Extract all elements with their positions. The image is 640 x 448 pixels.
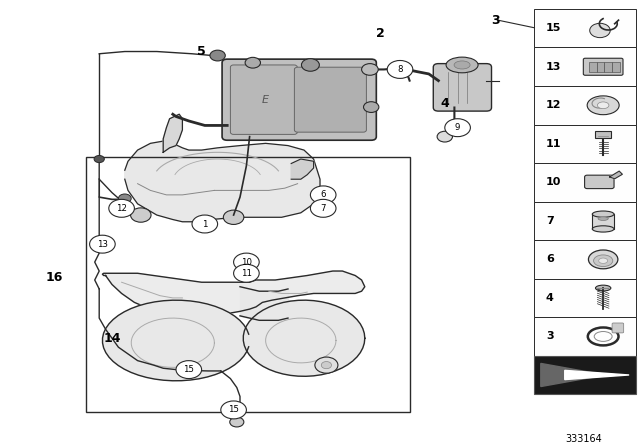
FancyBboxPatch shape: [433, 64, 492, 111]
Text: 3: 3: [492, 13, 500, 27]
FancyBboxPatch shape: [230, 65, 297, 134]
Ellipse shape: [598, 258, 607, 263]
Circle shape: [109, 199, 134, 217]
Ellipse shape: [454, 61, 470, 69]
Text: 13: 13: [97, 240, 108, 249]
Text: 10: 10: [241, 258, 252, 267]
Polygon shape: [291, 159, 314, 179]
Circle shape: [230, 417, 244, 427]
Circle shape: [210, 50, 225, 61]
FancyBboxPatch shape: [534, 317, 636, 356]
FancyBboxPatch shape: [612, 323, 623, 333]
Ellipse shape: [592, 226, 614, 232]
Text: 4: 4: [546, 293, 554, 303]
FancyBboxPatch shape: [604, 62, 612, 72]
Circle shape: [310, 199, 336, 217]
FancyBboxPatch shape: [534, 47, 636, 86]
Text: 13: 13: [546, 62, 561, 72]
FancyBboxPatch shape: [534, 240, 636, 279]
Text: 3: 3: [546, 332, 554, 341]
Polygon shape: [564, 370, 629, 379]
Text: 11: 11: [241, 269, 252, 278]
FancyBboxPatch shape: [534, 279, 636, 317]
Ellipse shape: [598, 217, 608, 220]
Polygon shape: [102, 271, 365, 316]
Circle shape: [321, 362, 332, 369]
Polygon shape: [102, 300, 249, 381]
FancyBboxPatch shape: [589, 62, 596, 72]
Circle shape: [364, 102, 379, 112]
Ellipse shape: [597, 102, 609, 108]
Text: 14: 14: [103, 332, 121, 345]
FancyBboxPatch shape: [534, 356, 636, 394]
Circle shape: [245, 57, 260, 68]
Ellipse shape: [588, 250, 618, 269]
Polygon shape: [163, 114, 182, 152]
FancyBboxPatch shape: [595, 131, 611, 138]
FancyBboxPatch shape: [534, 202, 636, 240]
Circle shape: [90, 235, 115, 253]
Text: 15: 15: [183, 365, 195, 374]
Text: 8: 8: [397, 65, 403, 74]
Circle shape: [131, 208, 151, 222]
Circle shape: [315, 357, 338, 373]
FancyBboxPatch shape: [583, 58, 623, 75]
Text: 11: 11: [546, 139, 561, 149]
Text: 6: 6: [321, 190, 326, 199]
FancyBboxPatch shape: [222, 59, 376, 140]
FancyBboxPatch shape: [596, 62, 604, 72]
Text: 333164: 333164: [565, 435, 602, 444]
Polygon shape: [609, 171, 622, 179]
Circle shape: [176, 361, 202, 379]
Circle shape: [437, 131, 452, 142]
FancyBboxPatch shape: [592, 214, 614, 229]
FancyBboxPatch shape: [612, 62, 620, 72]
Text: 12: 12: [546, 100, 561, 110]
Ellipse shape: [592, 211, 614, 217]
Text: 16: 16: [45, 271, 63, 284]
FancyBboxPatch shape: [534, 9, 636, 47]
Text: E: E: [262, 95, 269, 105]
Ellipse shape: [593, 255, 612, 267]
Circle shape: [589, 23, 610, 38]
Text: 12: 12: [116, 204, 127, 213]
Polygon shape: [243, 300, 365, 376]
Circle shape: [221, 401, 246, 419]
FancyBboxPatch shape: [294, 67, 366, 132]
Text: 5: 5: [197, 45, 206, 58]
Text: 15: 15: [228, 405, 239, 414]
Text: 6: 6: [546, 254, 554, 264]
Circle shape: [94, 155, 104, 163]
Circle shape: [118, 194, 131, 203]
Circle shape: [192, 215, 218, 233]
Circle shape: [234, 253, 259, 271]
Text: 15: 15: [546, 23, 561, 33]
Text: 7: 7: [546, 216, 554, 226]
Circle shape: [362, 64, 378, 75]
Ellipse shape: [587, 96, 619, 115]
Ellipse shape: [595, 285, 611, 291]
Text: 10: 10: [546, 177, 561, 187]
Text: 4: 4: [440, 96, 449, 110]
FancyBboxPatch shape: [534, 86, 636, 125]
Circle shape: [234, 264, 259, 282]
Circle shape: [301, 59, 319, 71]
FancyBboxPatch shape: [584, 175, 614, 189]
Text: 2: 2: [376, 27, 385, 40]
Text: 9: 9: [455, 123, 460, 132]
Circle shape: [310, 186, 336, 204]
FancyBboxPatch shape: [534, 125, 636, 163]
Text: 7: 7: [321, 204, 326, 213]
Circle shape: [445, 119, 470, 137]
Circle shape: [223, 210, 244, 224]
Circle shape: [387, 60, 413, 78]
Text: 1: 1: [202, 220, 207, 228]
Polygon shape: [125, 141, 320, 222]
Ellipse shape: [446, 57, 478, 73]
Polygon shape: [541, 363, 605, 387]
FancyBboxPatch shape: [534, 163, 636, 202]
